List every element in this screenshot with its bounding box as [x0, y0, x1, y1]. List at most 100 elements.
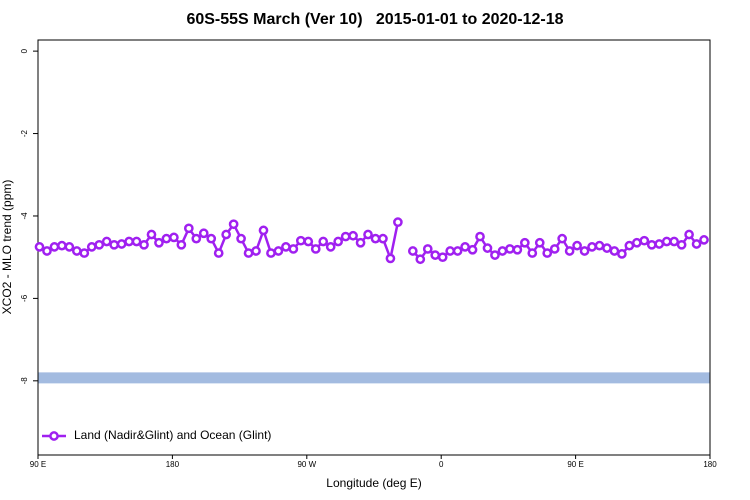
data-point — [94, 239, 105, 250]
data-point — [437, 252, 448, 263]
data-point — [146, 229, 157, 240]
x-tick-label: 180 — [703, 460, 717, 469]
data-point — [273, 246, 284, 256]
data-point — [691, 239, 702, 249]
data-point — [251, 246, 261, 256]
data-point — [370, 233, 381, 244]
data-point — [243, 248, 254, 258]
legend-marker — [49, 431, 59, 441]
data-point — [587, 242, 597, 252]
data-point — [378, 233, 388, 244]
chart-title: 60S-55S March (Ver 10) 2015-01-01 to 202… — [186, 11, 563, 28]
data-point — [527, 248, 538, 258]
data-point — [572, 240, 582, 251]
data-point — [624, 240, 635, 251]
y-tick-label: 0 — [20, 48, 29, 53]
data-point — [318, 236, 329, 247]
data-point — [564, 246, 575, 256]
data-point — [646, 239, 657, 250]
data-point — [206, 233, 217, 244]
data-point — [71, 246, 82, 256]
data-point — [310, 244, 321, 254]
x-tick-label: 0 — [439, 460, 444, 469]
data-point — [363, 229, 373, 240]
data-point — [661, 236, 672, 247]
data-point — [101, 236, 112, 247]
data-point — [161, 233, 172, 244]
data-point — [557, 233, 568, 244]
data-point — [482, 243, 493, 253]
data-point — [699, 235, 709, 245]
data-point — [57, 240, 67, 251]
data-point — [49, 242, 60, 252]
data-point — [183, 223, 194, 234]
data-point — [303, 236, 314, 247]
y-tick-label: -8 — [20, 377, 29, 385]
data-point — [333, 236, 344, 247]
data-point — [639, 235, 650, 246]
data-point — [631, 237, 642, 248]
data-point — [512, 244, 523, 255]
data-point — [519, 237, 530, 248]
legend-label: Land (Nadir&Glint) and Ocean (Glint) — [74, 428, 271, 442]
data-point — [34, 242, 45, 252]
data-point — [340, 231, 351, 242]
data-point — [445, 246, 456, 256]
data-point — [579, 246, 590, 256]
data-point — [281, 242, 291, 252]
data-point — [549, 244, 560, 254]
data-point — [258, 225, 269, 236]
data-point — [176, 239, 187, 250]
data-point — [542, 248, 553, 258]
data-point — [109, 239, 120, 250]
x-tick-label: 90 E — [30, 460, 46, 469]
data-point — [124, 236, 134, 247]
data-point — [154, 237, 164, 248]
data-point — [460, 242, 470, 252]
y-tick-label: -2 — [20, 129, 29, 137]
data-point — [288, 244, 299, 254]
data-point — [505, 244, 515, 254]
data-point — [213, 248, 224, 258]
data-point — [452, 246, 463, 256]
data-point — [684, 229, 694, 240]
data-point — [139, 239, 149, 250]
data-point — [131, 236, 142, 247]
y-tick-label: -6 — [20, 294, 29, 302]
data-point — [594, 240, 605, 251]
x-tick-label: 90 W — [297, 460, 316, 469]
data-point — [617, 249, 627, 259]
data-point — [191, 233, 202, 244]
data-point — [490, 250, 500, 260]
data-point — [415, 254, 426, 265]
data-point — [86, 242, 97, 252]
data-point — [116, 239, 127, 249]
data-point — [602, 243, 612, 253]
data-point — [393, 217, 403, 228]
data-point — [430, 250, 441, 260]
data-point — [355, 237, 366, 248]
data-point — [534, 237, 545, 248]
data-point — [497, 246, 508, 256]
data-point — [467, 244, 478, 255]
x-tick-label: 90 E — [567, 460, 583, 469]
y-axis-label: XCO2 - MLO trend (ppm) — [0, 180, 14, 315]
data-point — [422, 244, 433, 254]
data-point — [295, 235, 306, 246]
data-point — [475, 231, 485, 242]
data-point — [609, 246, 620, 256]
data-point — [407, 246, 418, 256]
data-point — [654, 239, 665, 249]
data-point — [669, 236, 680, 247]
data-point — [236, 233, 246, 244]
data-point — [676, 239, 687, 250]
data-point — [228, 219, 239, 230]
data-point — [42, 246, 52, 256]
y-tick-label: -4 — [20, 212, 29, 220]
data-point — [385, 253, 396, 264]
data-point — [348, 230, 358, 241]
data-point — [198, 228, 209, 239]
data-point — [64, 242, 75, 252]
